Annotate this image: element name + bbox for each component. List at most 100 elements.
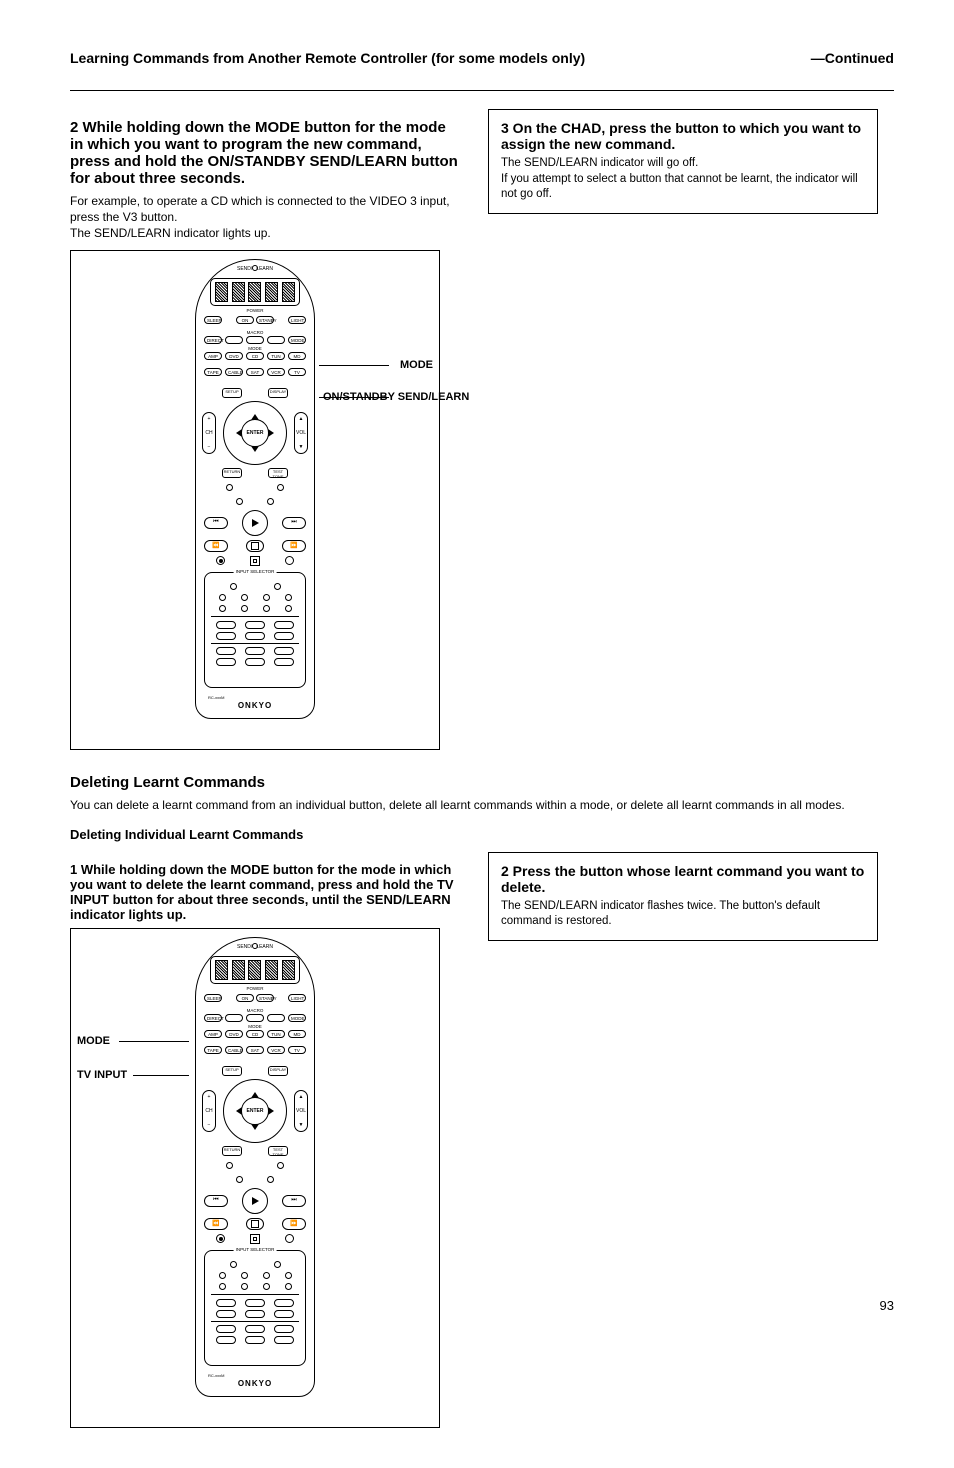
input-dot-button[interactable]	[263, 1272, 270, 1279]
function-pill-button[interactable]	[216, 1325, 236, 1333]
setup-button[interactable]: SETUP	[222, 1066, 242, 1076]
macro-button[interactable]	[267, 1014, 285, 1022]
display-button[interactable]: DISPLAY	[268, 1066, 288, 1076]
mode-dvd-button[interactable]: DVD	[225, 1030, 243, 1038]
record-button[interactable]	[216, 556, 225, 565]
input-dot-button[interactable]	[241, 594, 248, 601]
ch-rocker[interactable]: +CH−	[202, 1090, 216, 1132]
mode-tun-button[interactable]: TUN	[267, 1030, 285, 1038]
function-pill-button[interactable]	[274, 1310, 294, 1318]
mode-cable-button[interactable]: CABLE	[225, 1046, 243, 1054]
enter-button[interactable]: ENTER	[241, 419, 269, 447]
input-dot-button[interactable]	[274, 1261, 281, 1268]
macro-button[interactable]	[225, 1014, 243, 1022]
rewind-button[interactable]: ⏪	[204, 1218, 228, 1230]
function-pill-button[interactable]	[216, 647, 236, 655]
play-button[interactable]	[242, 510, 268, 536]
enter-button[interactable]: ENTER	[241, 1097, 269, 1125]
function-pill-button[interactable]	[274, 1336, 294, 1344]
aux-dot-button[interactable]	[277, 484, 284, 491]
function-pill-button[interactable]	[245, 658, 265, 666]
function-pill-button[interactable]	[216, 1310, 236, 1318]
mode-amp-button[interactable]: AMP	[204, 1030, 222, 1038]
function-pill-button[interactable]	[245, 1310, 265, 1318]
test-tone-button[interactable]: TEST TONE	[268, 468, 288, 478]
aux-round-button[interactable]	[285, 1234, 294, 1243]
mode-md-button[interactable]: MD	[288, 1030, 306, 1038]
stop-button[interactable]	[246, 1218, 264, 1230]
vol-rocker[interactable]: ▲VOL▼	[294, 412, 308, 454]
macro-button[interactable]	[267, 336, 285, 344]
rewind-button[interactable]: ⏪	[204, 540, 228, 552]
aux-dot-button[interactable]	[267, 498, 274, 505]
mode-vcr-button[interactable]: VCR	[267, 368, 285, 376]
sleep-button[interactable]: SLEEP	[204, 316, 222, 324]
next-track-button[interactable]: ⏭	[282, 517, 306, 529]
return-button[interactable]: RETURN	[222, 1146, 242, 1156]
function-pill-button[interactable]	[274, 658, 294, 666]
fast-forward-button[interactable]: ⏩	[282, 1218, 306, 1230]
fast-forward-button[interactable]: ⏩	[282, 540, 306, 552]
function-pill-button[interactable]	[245, 647, 265, 655]
mode-vcr-button[interactable]: VCR	[267, 1046, 285, 1054]
function-pill-button[interactable]	[245, 1325, 265, 1333]
function-pill-button[interactable]	[245, 632, 265, 640]
light-button[interactable]: LIGHT	[288, 316, 306, 324]
input-dot-button[interactable]	[285, 605, 292, 612]
aux-dot-button[interactable]	[226, 1162, 233, 1169]
input-dot-button[interactable]	[219, 1283, 226, 1290]
input-dot-button[interactable]	[219, 1272, 226, 1279]
vol-rocker[interactable]: ▲VOL▼	[294, 1090, 308, 1132]
input-dot-button[interactable]	[230, 1261, 237, 1268]
aux-dot-button[interactable]	[236, 1176, 243, 1183]
mode-tape-button[interactable]: TAPE	[204, 368, 222, 376]
function-pill-button[interactable]	[216, 1299, 236, 1307]
mode-sat-button[interactable]: SAT	[246, 368, 264, 376]
aux-dot-button[interactable]	[236, 498, 243, 505]
function-pill-button[interactable]	[274, 632, 294, 640]
play-button[interactable]	[242, 1188, 268, 1214]
mode-cd-button[interactable]: CD	[246, 352, 264, 360]
standby-button[interactable]: STANBY	[256, 316, 274, 324]
input-dot-button[interactable]	[230, 583, 237, 590]
macro-button[interactable]	[246, 336, 264, 344]
mode-cd-button[interactable]: CD	[246, 1030, 264, 1038]
pause-button[interactable]	[250, 1234, 260, 1244]
mode-md-button[interactable]: MD	[288, 352, 306, 360]
mode-sat-button[interactable]: SAT	[246, 1046, 264, 1054]
function-pill-button[interactable]	[274, 621, 294, 629]
mode-tape-button[interactable]: TAPE	[204, 1046, 222, 1054]
record-button[interactable]	[216, 1234, 225, 1243]
return-button[interactable]: RETURN	[222, 468, 242, 478]
next-track-button[interactable]: ⏭	[282, 1195, 306, 1207]
function-pill-button[interactable]	[216, 1336, 236, 1344]
on-button[interactable]: ON	[236, 316, 254, 324]
function-pill-button[interactable]	[245, 621, 265, 629]
input-dot-button[interactable]	[285, 1283, 292, 1290]
ch-rocker[interactable]: +CH−	[202, 412, 216, 454]
on-button[interactable]: ON	[236, 994, 254, 1002]
macro-direct-button[interactable]: DIRECT	[204, 336, 222, 344]
function-pill-button[interactable]	[274, 647, 294, 655]
function-pill-button[interactable]	[274, 1325, 294, 1333]
input-dot-button[interactable]	[219, 605, 226, 612]
macro-mode-button[interactable]: MODE	[288, 336, 306, 344]
function-pill-button[interactable]	[216, 621, 236, 629]
input-dot-button[interactable]	[263, 1283, 270, 1290]
aux-round-button[interactable]	[285, 556, 294, 565]
input-dot-button[interactable]	[263, 605, 270, 612]
input-dot-button[interactable]	[219, 594, 226, 601]
display-button[interactable]: DISPLAY	[268, 388, 288, 398]
input-dot-button[interactable]	[285, 594, 292, 601]
stop-button[interactable]	[246, 540, 264, 552]
macro-direct-button[interactable]: DIRECT	[204, 1014, 222, 1022]
input-dot-button[interactable]	[241, 605, 248, 612]
light-button[interactable]: LIGHT	[288, 994, 306, 1002]
aux-dot-button[interactable]	[277, 1162, 284, 1169]
macro-button[interactable]	[225, 336, 243, 344]
function-pill-button[interactable]	[216, 658, 236, 666]
input-dot-button[interactable]	[241, 1272, 248, 1279]
function-pill-button[interactable]	[245, 1299, 265, 1307]
input-dot-button[interactable]	[241, 1283, 248, 1290]
standby-button[interactable]: STANBY	[256, 994, 274, 1002]
